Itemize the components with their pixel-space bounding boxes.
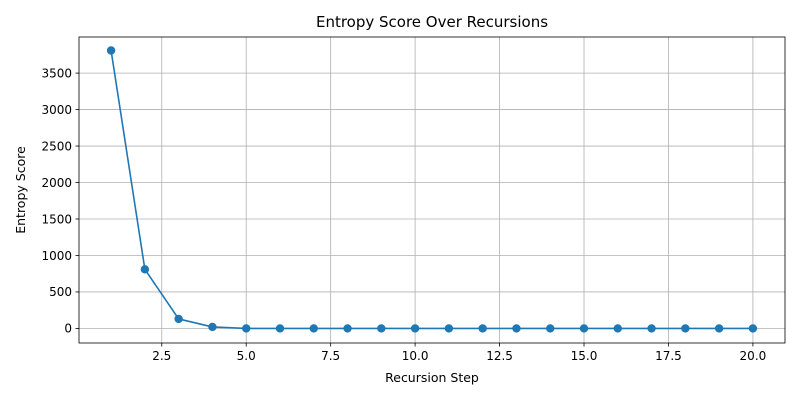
data-point [140,265,150,274]
x-tick-label: 15.0 [571,349,598,363]
x-tick-label: 7.5 [321,349,340,363]
data-point [613,324,622,333]
data-point [377,324,386,333]
x-tick-label: 2.5 [152,349,171,363]
data-point [275,324,285,333]
data-point [546,324,555,333]
data-point [444,324,454,333]
x-axis-label: Recursion Step [385,370,479,385]
x-tick-label: 5.0 [237,349,256,363]
y-tick-label: 500 [49,285,72,299]
data-point [579,324,589,333]
grid [79,37,785,343]
data-point [748,324,758,333]
data-point [410,324,420,333]
series-layer [106,46,758,333]
data-point [478,324,487,333]
plot-frame [78,36,786,344]
ticks: 2.5 5.0 7.5 10.0 12.5 15.0 17.5 20.0 0 500 1000 150… [41,66,766,363]
x-tick-label: 17.5 [655,349,682,363]
y-tick-label: 1000 [41,249,72,263]
y-axis-label: Entropy Score [13,146,28,234]
data-point [106,46,116,55]
y-tick-label: 2000 [41,176,72,190]
data-point [714,324,724,333]
data-point [174,314,183,324]
data-point [647,324,656,333]
data-point [343,324,352,333]
x-tick-label: 10.0 [402,349,429,363]
y-tick-label: 1500 [41,212,72,226]
data-point [309,324,318,333]
y-tick-label: 3500 [41,66,72,80]
data-point [512,324,521,333]
y-tick-label: 2500 [41,139,72,153]
data-point [242,324,251,333]
data-point [208,322,217,332]
data-point [681,324,690,333]
y-tick-label: 0 [64,322,72,336]
chart-title: Entropy Score Over Recursions [316,13,548,31]
series-line [110,50,753,330]
y-tick-label: 3000 [41,103,72,117]
x-tick-label: 12.5 [486,349,513,363]
x-tick-label: 20.0 [740,349,767,363]
